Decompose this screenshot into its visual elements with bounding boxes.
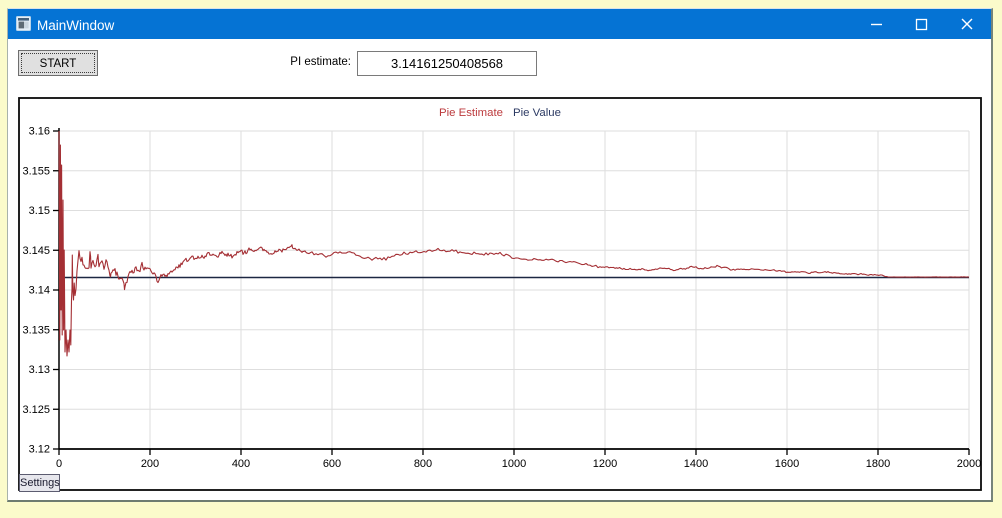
- svg-text:1200: 1200: [593, 458, 617, 470]
- svg-text:Pie Value: Pie Value: [513, 107, 561, 119]
- svg-text:Pie Estimate: Pie Estimate: [439, 107, 503, 119]
- svg-text:3.125: 3.125: [22, 404, 50, 416]
- svg-text:1400: 1400: [684, 458, 708, 470]
- svg-text:3.145: 3.145: [22, 245, 50, 257]
- svg-text:3.14: 3.14: [29, 285, 50, 297]
- svg-text:3.13: 3.13: [29, 364, 50, 376]
- svg-text:3.15: 3.15: [29, 205, 50, 217]
- svg-text:3.12: 3.12: [29, 444, 50, 456]
- svg-text:2000: 2000: [957, 458, 981, 470]
- svg-text:1800: 1800: [866, 458, 890, 470]
- svg-text:200: 200: [141, 458, 159, 470]
- svg-text:1000: 1000: [502, 458, 526, 470]
- svg-text:800: 800: [414, 458, 432, 470]
- svg-text:3.155: 3.155: [22, 165, 50, 177]
- svg-text:3.135: 3.135: [22, 324, 50, 336]
- svg-text:3.16: 3.16: [29, 126, 50, 138]
- svg-text:0: 0: [56, 458, 62, 470]
- svg-text:1600: 1600: [775, 458, 799, 470]
- svg-text:400: 400: [232, 458, 250, 470]
- svg-text:600: 600: [323, 458, 341, 470]
